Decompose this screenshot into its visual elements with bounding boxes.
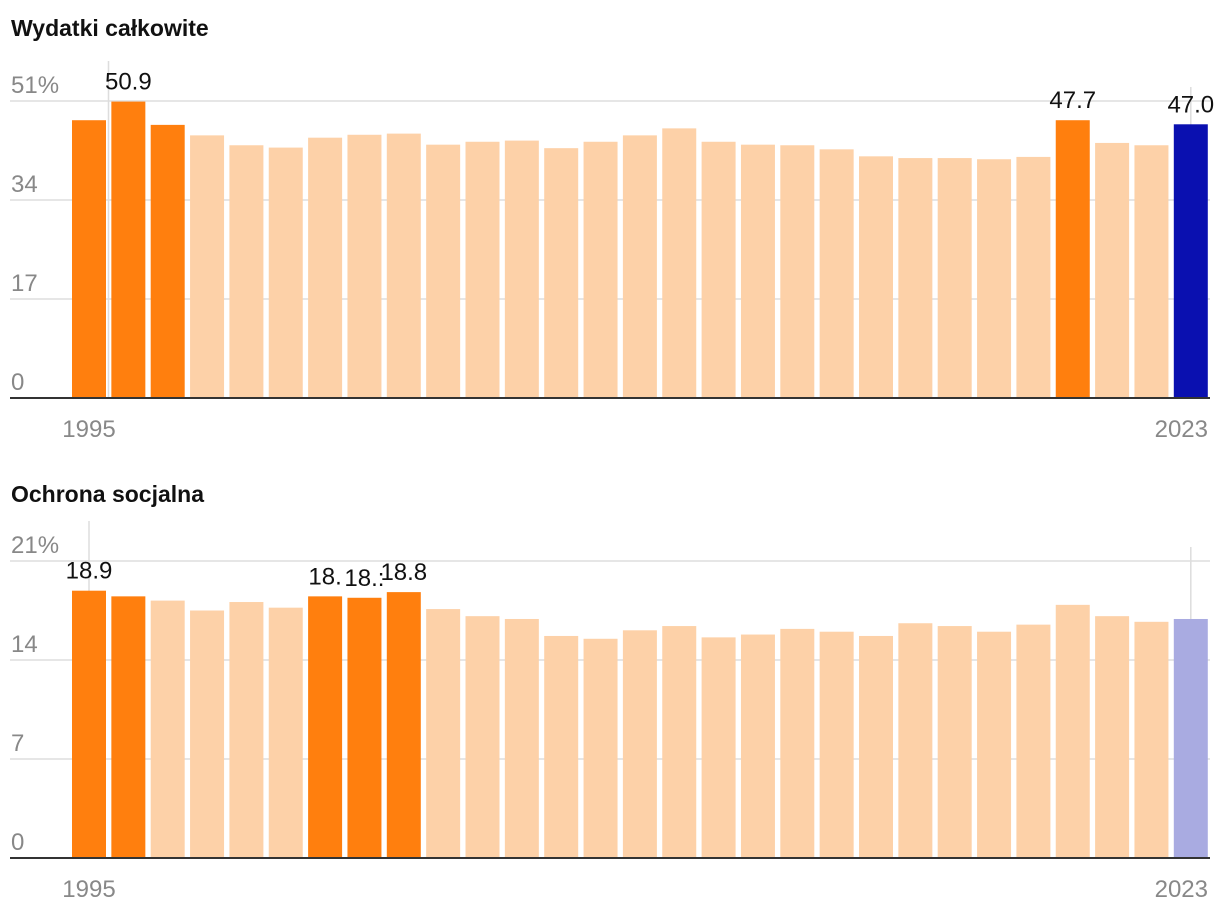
bar-1995 [72,590,106,858]
x-axis-start-label: 1995 [62,416,115,443]
bar-2002 [347,597,382,858]
bar-2001 [308,596,343,858]
bar-2012 [740,144,775,398]
data-label-2023: 47.0 [1167,91,1214,118]
bar-1999 [229,145,264,398]
data-label-2020: 47.7 [1049,87,1096,114]
x-axis-end-label: 2023 [1155,416,1208,443]
data-label-2002: 18.: [344,565,384,592]
bar-2009 [622,135,657,398]
bar-2018 [977,159,1012,398]
x-axis-end-label: 2023 [1155,876,1208,903]
data-label-1996: 50.9 [105,69,152,96]
bar-2000 [268,607,303,858]
y-tick-label: 7 [11,730,24,757]
bar-1996 [111,596,146,858]
y-tick-label: 21% [11,532,59,559]
bar-2006 [504,140,539,398]
bar-2002 [347,134,382,398]
bar-2005 [465,616,500,858]
bar-2003 [386,592,421,858]
bar-2014 [819,631,854,858]
bar-2007 [544,635,579,858]
bar-2008 [583,638,618,858]
bar-2006 [504,618,539,858]
bar-2021 [1095,616,1130,858]
y-tick-label: 0 [11,829,24,856]
y-tick-label: 17 [11,270,38,297]
bar-2016 [898,158,933,398]
y-tick-label: 14 [11,631,38,658]
bar-2019 [1016,624,1051,858]
bar-2004 [426,144,461,398]
chart-2-title: Ochrona socjalna [11,481,205,507]
y-tick-label: 51% [11,72,59,99]
bar-1997 [150,600,185,858]
bar-2015 [859,635,893,858]
bar-2016 [898,623,933,858]
bar-2023 [1173,124,1208,398]
bar-2015 [859,156,893,398]
bar-2010 [662,626,697,858]
data-label-2001: 18. [308,563,341,590]
bar-2000 [268,147,303,398]
bar-1997 [150,124,185,399]
bar-2017 [937,626,972,858]
data-label-2003: 18.8 [380,559,427,586]
bar-2013 [780,628,815,858]
bar-2011 [701,637,736,858]
bar-2023 [1173,618,1208,858]
bar-2007 [544,148,579,398]
bar-1999 [229,602,264,858]
chart-1-title: Wydatki całkowite [11,15,209,41]
bar-2014 [819,149,854,398]
bar-2008 [583,141,618,398]
bar-2005 [465,141,500,398]
y-tick-label: 34 [11,171,38,198]
bar-2019 [1016,156,1051,398]
chart-2-social-protection: 0 7 14 21% 1995 2023 18.9 18. 18.:18.8 [10,521,1210,903]
bar-2009 [622,630,657,858]
bar-2001 [308,137,343,398]
bar-2012 [740,634,775,858]
x-axis-start-label: 1995 [62,876,115,903]
bar-2011 [701,141,736,398]
y-tick-label: 0 [11,369,24,396]
bar-2010 [662,128,697,398]
bar-2017 [937,158,972,398]
bar-2013 [780,145,815,398]
chart-1-total-spending: 0 17 34 51% 1995 2023 50.9 47.7 47.0 [10,61,1214,443]
bar-1998 [190,135,225,398]
bar-1998 [190,610,225,858]
bar-2022 [1134,621,1169,858]
bar-2021 [1095,142,1130,398]
bar-2022 [1134,145,1169,398]
bar-2020 [1055,120,1090,398]
bar-1995 [72,120,106,398]
bar-1996 [111,101,146,399]
bar-2004 [426,609,461,858]
bar-2003 [386,133,421,399]
data-label-1995: 18.9 [66,558,113,585]
bar-2018 [977,631,1012,858]
bar-2020 [1055,604,1090,858]
